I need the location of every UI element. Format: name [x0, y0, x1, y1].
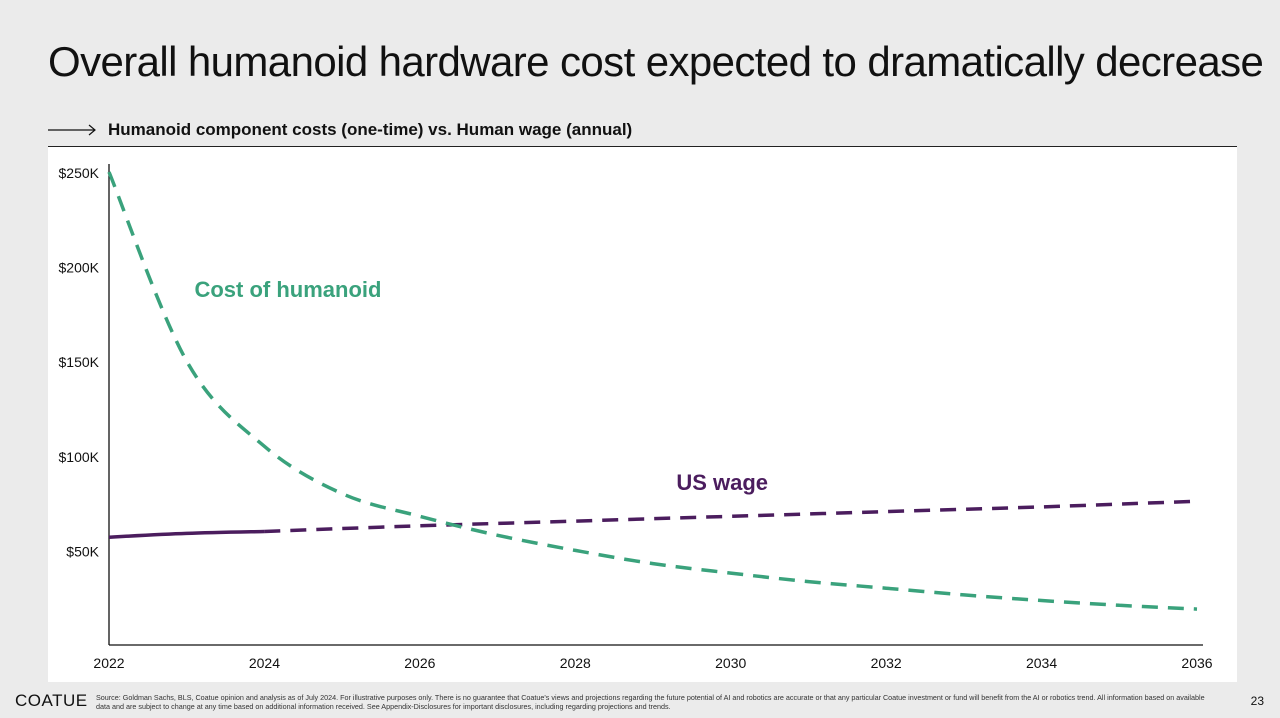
y-tick-label: $250K: [59, 165, 100, 181]
x-tick-label: 2036: [1181, 655, 1212, 671]
y-tick-label: $100K: [59, 449, 100, 465]
x-tick-label: 2034: [1026, 655, 1057, 671]
x-tick-label: 2028: [560, 655, 591, 671]
us-wage-label: US wage: [676, 470, 768, 495]
line-chart: $50K $100K $150K $200K $250K 2022 2024 2026 2028…: [59, 164, 1213, 671]
y-tick-label: $200K: [59, 260, 100, 276]
x-tick-label: 2022: [93, 655, 124, 671]
chart-subtitle: Humanoid component costs (one-time) vs. …: [108, 120, 633, 139]
chart-panel: [48, 147, 1237, 682]
arrow-right-icon: [48, 124, 96, 136]
header-divider: [48, 146, 1237, 147]
source-footnote: Source: Goldman Sachs, BLS, Coatue opini…: [96, 693, 1205, 711]
us-wage-solid-line: [108, 529, 265, 539]
y-tick-label: $50K: [66, 543, 99, 559]
page-number: 23: [1250, 694, 1264, 708]
us-wage-dashed-line: [264, 499, 1198, 534]
cost-of-humanoid-dashed-line: [107, 171, 1198, 611]
x-tick-label: 2026: [404, 655, 435, 671]
page-title: Overall humanoid hardware cost expected …: [48, 38, 1264, 85]
x-tick-label: 2030: [715, 655, 746, 671]
x-tick-label: 2024: [249, 655, 280, 671]
cost-of-humanoid-label: Cost of humanoid: [194, 277, 381, 302]
chart-subtitle-row: Humanoid component costs (one-time) vs. …: [48, 119, 632, 141]
y-tick-label: $150K: [59, 354, 100, 370]
x-tick-label: 2032: [871, 655, 902, 671]
brand-logo: COATUE: [15, 691, 88, 710]
